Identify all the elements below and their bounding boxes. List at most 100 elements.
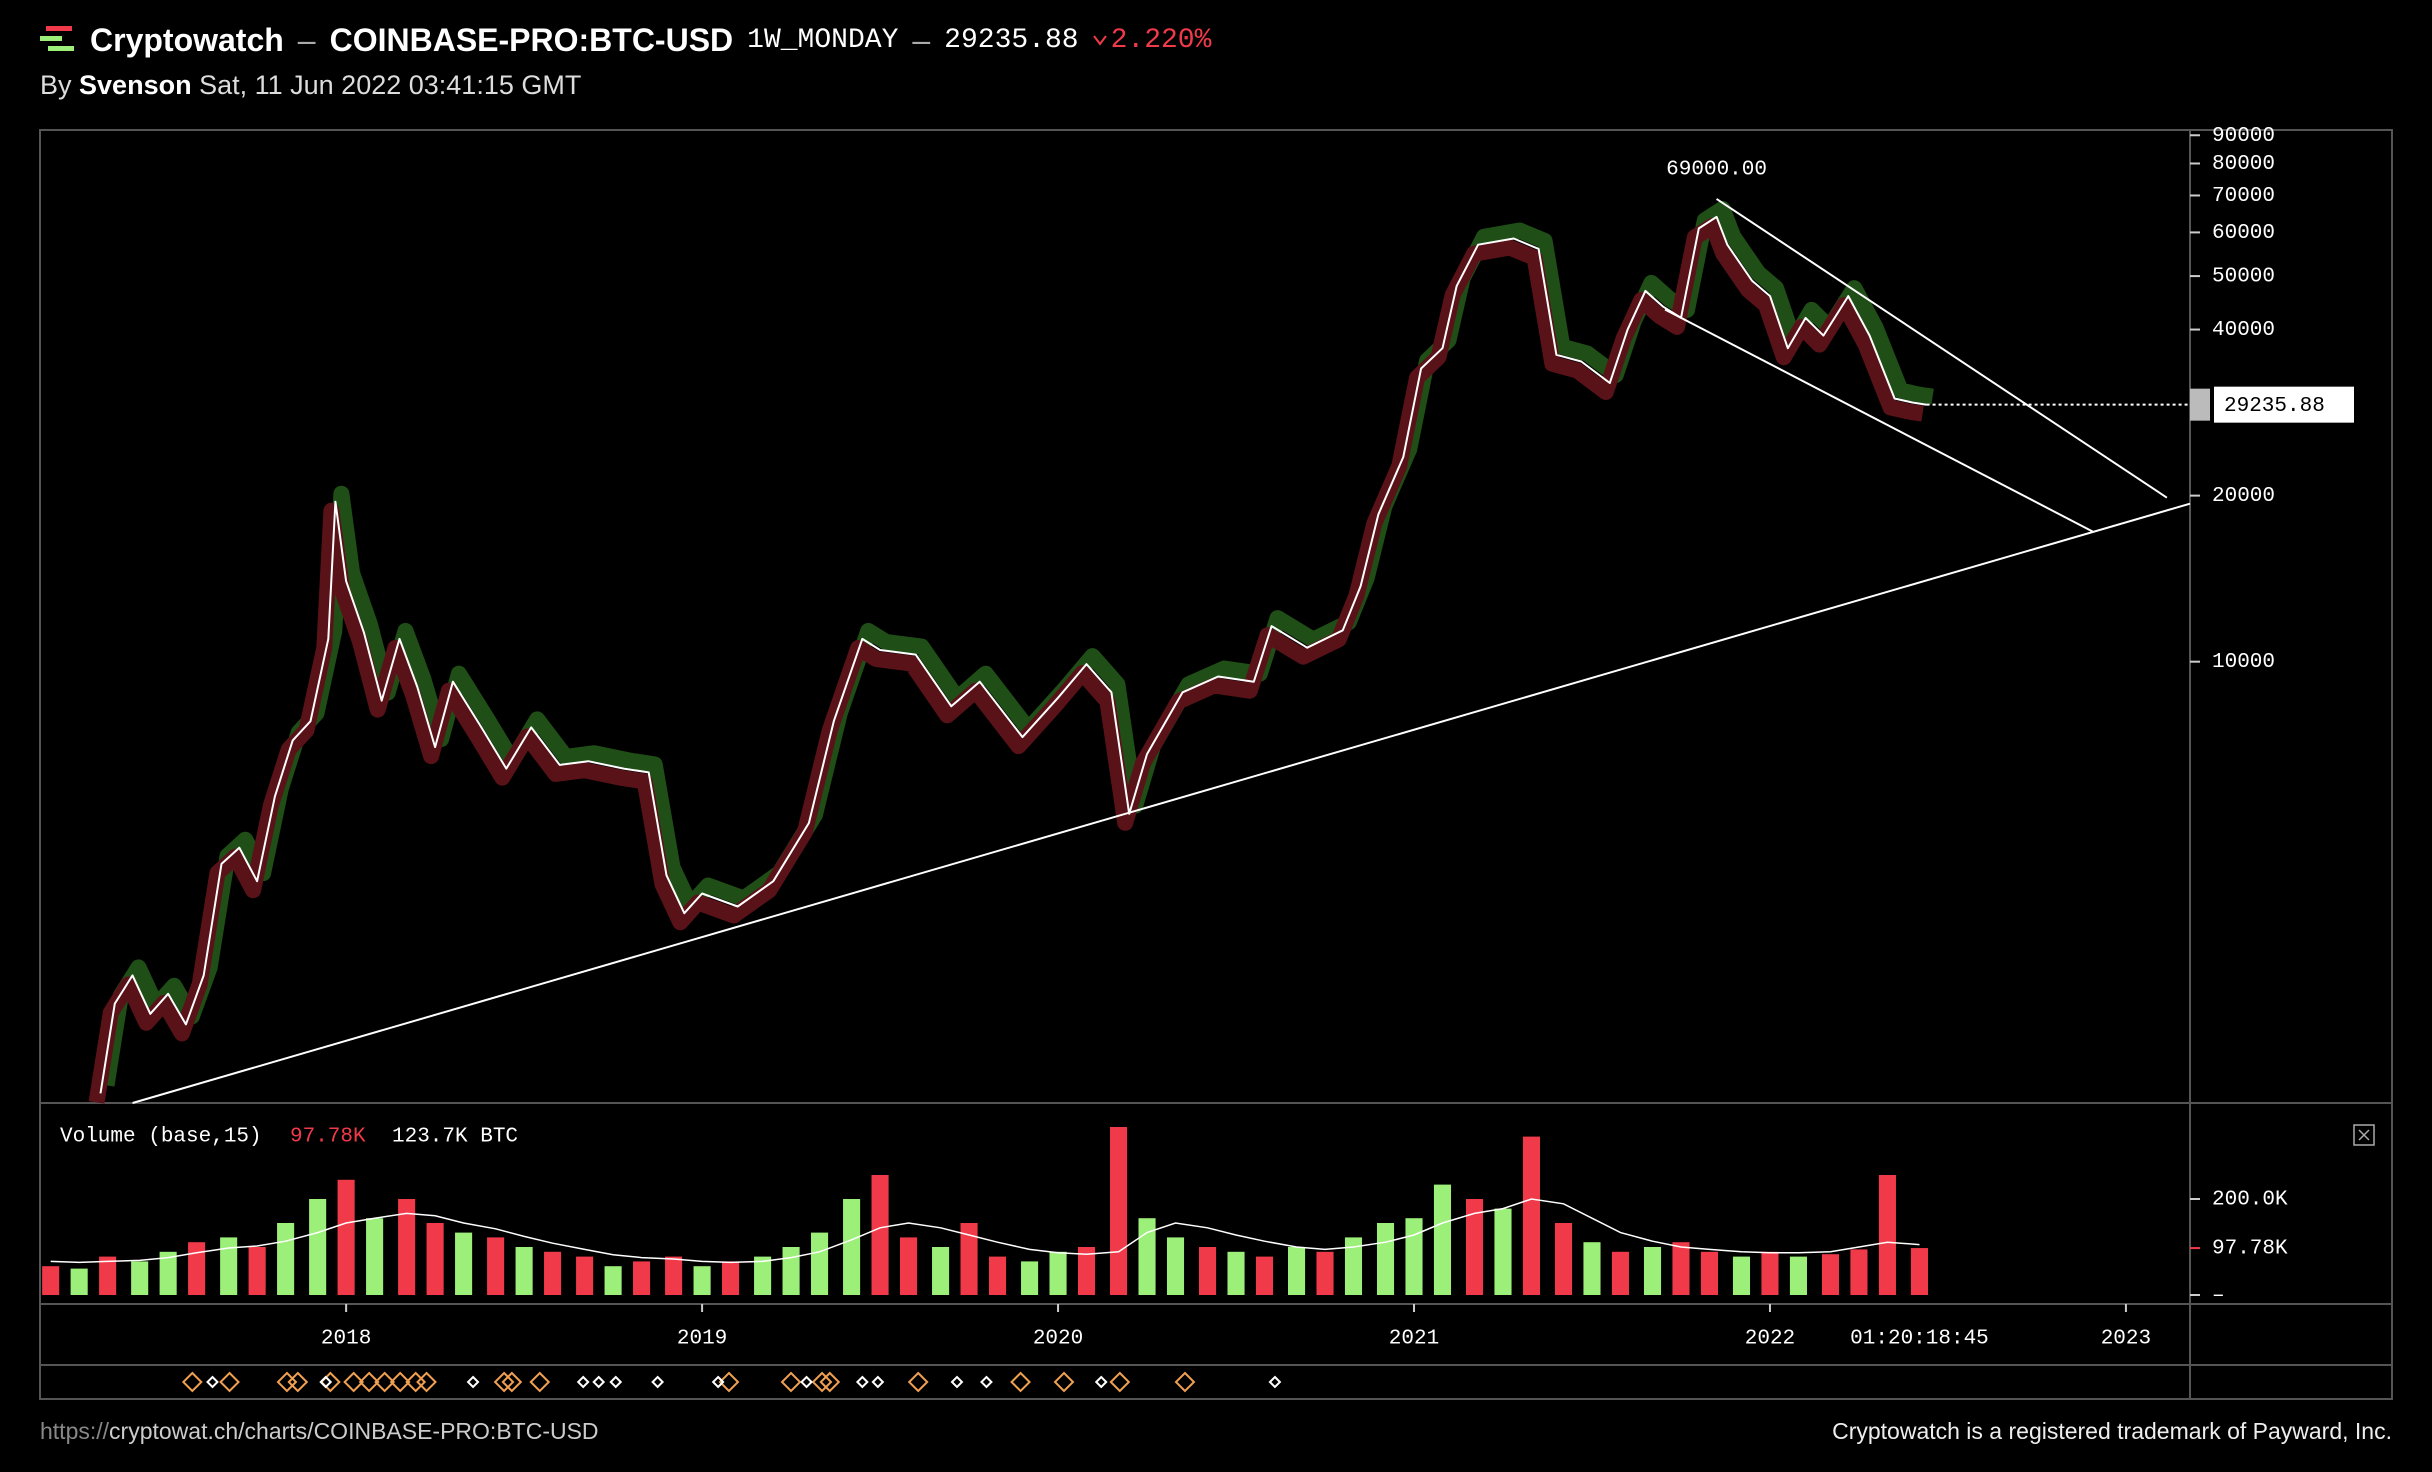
footer-url: https://cryptowat.ch/charts/COINBASE-PRO… — [40, 1418, 599, 1445]
brand: Cryptowatch — [90, 21, 284, 58]
event-marker — [206, 1375, 219, 1389]
subtitle: By Svenson Sat, 11 Jun 2022 03:41:15 GMT — [40, 70, 581, 101]
volume-bar — [220, 1237, 238, 1295]
volume-bar — [1672, 1242, 1690, 1295]
last-price: 29235.88 — [944, 24, 1079, 56]
moving-average — [50, 1198, 1920, 1264]
y-tick-label: – — [2212, 1285, 2225, 1308]
volume-bar — [1789, 1256, 1807, 1295]
volume-bar — [42, 1266, 60, 1295]
volume-bar — [1700, 1251, 1718, 1295]
volume-bar — [1732, 1256, 1751, 1295]
y-tick-label: 60000 — [2212, 222, 2275, 245]
event-marker — [811, 1371, 833, 1393]
volume-bar — [1344, 1237, 1363, 1295]
volume-bar — [544, 1251, 562, 1295]
logo — [40, 26, 74, 51]
volume-bar — [1077, 1247, 1096, 1295]
event-marker — [529, 1371, 551, 1393]
volume-bar — [99, 1256, 117, 1295]
volume-bar — [1465, 1199, 1484, 1295]
volume-legend: Volume (base,15) — [60, 1126, 262, 1149]
volume-bar — [1405, 1218, 1423, 1295]
close-icon — [2358, 1129, 2370, 1141]
symbol: COINBASE-PRO:BTC-USD — [329, 21, 734, 58]
countdown: 01:20:18:45 — [1850, 1328, 1989, 1351]
event-marker — [358, 1371, 380, 1393]
volume-bar — [398, 1199, 416, 1295]
change-pct: 2.220% — [1110, 24, 1212, 56]
volume-bar — [1761, 1251, 1779, 1295]
peak-label: 69000.00 — [1666, 158, 1767, 181]
header: Cryptowatch – COINBASE-PRO:BTC-USD 1W_MO… — [40, 18, 1211, 62]
volume-bar — [754, 1256, 772, 1295]
trademark: Cryptowatch is a registered trademark of… — [1832, 1418, 2392, 1444]
close-button[interactable] — [2353, 1124, 2375, 1146]
volume-bar — [1611, 1251, 1630, 1295]
event-marker — [181, 1371, 203, 1393]
event-marker — [1109, 1371, 1131, 1393]
trendline — [1664, 308, 2094, 533]
chart: 10000 20000 40000 50000 60000 70000 80000 90000… — [39, 125, 2393, 1400]
url: cryptowat.ch/charts/COINBASE-PRO:BTC-USD — [109, 1418, 599, 1444]
y-tick-label: 20000 — [2212, 485, 2275, 508]
volume-bar — [131, 1261, 149, 1295]
event-marker — [800, 1375, 813, 1389]
volume-legend-total: 123.7K BTC — [392, 1126, 518, 1149]
volume-bar — [309, 1199, 327, 1295]
volume-bar — [1255, 1256, 1274, 1295]
volume-bar — [843, 1199, 861, 1295]
by: By — [40, 70, 72, 100]
event-marker — [389, 1371, 411, 1393]
volume-bar — [871, 1175, 889, 1295]
separator: – — [297, 21, 316, 58]
frame — [39, 129, 2393, 1400]
down-band — [88, 217, 1924, 1104]
event-marker — [1174, 1371, 1196, 1393]
volume-bar — [693, 1266, 711, 1295]
volume-bar — [1049, 1251, 1067, 1295]
volume-bar — [576, 1256, 594, 1295]
x-tick-label: 2023 — [2101, 1328, 2151, 1351]
trendline — [1716, 198, 2168, 499]
volume-bar — [988, 1256, 1007, 1295]
volume-bar — [159, 1251, 177, 1295]
event-marker — [374, 1371, 396, 1393]
down-arrow — [1092, 35, 1107, 46]
author: Svenson — [79, 70, 192, 100]
volume-bar — [337, 1179, 355, 1295]
x-tick-label: 2022 — [1745, 1328, 1795, 1351]
volume-bar — [188, 1242, 206, 1295]
event-marker — [287, 1371, 309, 1393]
volume-bar — [1227, 1251, 1245, 1295]
volume-bar — [366, 1218, 384, 1295]
event-marker — [319, 1375, 333, 1389]
event-marker — [592, 1375, 606, 1389]
volume-bar — [1138, 1218, 1156, 1295]
x-tick-label: 2020 — [1033, 1328, 1083, 1351]
event-marker — [1053, 1371, 1075, 1393]
volume-bar — [1376, 1223, 1395, 1295]
volume-bar — [604, 1266, 622, 1295]
event-marker — [576, 1375, 590, 1389]
y-tick-label: 70000 — [2212, 185, 2275, 208]
event-marker — [711, 1375, 725, 1389]
volume-bar — [277, 1223, 295, 1295]
event-marker — [416, 1371, 437, 1393]
event-marker — [718, 1371, 740, 1393]
event-marker — [219, 1371, 240, 1393]
volume-bar — [722, 1261, 740, 1295]
volume-bar — [248, 1247, 266, 1295]
x-tick-label: 2018 — [321, 1328, 371, 1351]
volume-bar — [455, 1232, 473, 1295]
volume-bar — [1287, 1247, 1306, 1295]
event-marker — [950, 1375, 964, 1389]
event-marker — [609, 1375, 623, 1389]
last-price-label: 29235.88 — [2224, 395, 2325, 418]
event-marker — [871, 1375, 885, 1389]
volume-bar — [1166, 1237, 1185, 1295]
volume-bar — [900, 1237, 918, 1295]
event-marker — [819, 1371, 841, 1393]
volume-bar — [487, 1237, 505, 1295]
last-price-tag — [2190, 388, 2210, 421]
